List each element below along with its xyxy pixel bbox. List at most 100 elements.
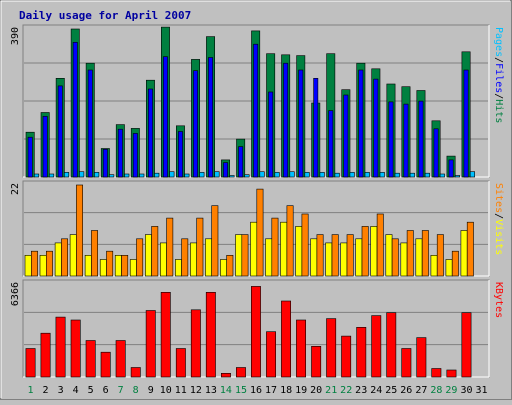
visits-panel: 22 Sites/Visits [10,180,504,277]
visits-bar-sites-day-28 [436,234,444,277]
hits-bar-pages-day-30 [469,171,476,178]
hits-bar-pages-day-4 [79,171,85,178]
visits-bar-visits-day-8 [129,259,137,277]
visits-bar-visits-day-10 [160,242,167,277]
hits-bar-pages-day-18 [289,171,295,178]
x-tick-label-day-1: 1 [27,385,33,396]
hits-bar-files-day-23 [358,69,364,178]
hits-bar-files-day-11 [178,131,183,178]
hits-bar-pages-day-21 [334,172,340,178]
hits-bar-pages-day-7 [124,173,130,178]
hits-bar-pages-day-12 [199,172,205,178]
legend-separator: / [493,213,504,219]
hits-bar-files-day-26 [403,103,409,178]
visits-bar-sites-day-20 [316,234,324,277]
visits-bar-visits-day-18 [280,221,288,277]
visits-bar-visits-day-3 [54,242,62,277]
visits-bar-visits-day-21 [325,242,333,277]
hits-bar-files-day-30 [463,69,469,178]
hits-bar-pages-day-1 [33,173,40,178]
kbytes-bar-kbytes-day-29 [446,369,457,378]
visits-bar-visits-day-12 [190,242,197,277]
kbytes-bar-kbytes-day-9 [145,310,156,378]
legend-hits: Hits [493,99,504,123]
x-tick-label-day-26: 26 [400,385,412,396]
hits-bar-pages-day-17 [274,172,280,178]
visits-bar-sites-day-11 [181,238,189,277]
x-tick-label-day-15: 15 [235,385,247,396]
visits-bar-sites-day-3 [61,238,69,277]
visits-bar-visits-day-17 [265,238,273,277]
visits-bar-sites-day-5 [91,230,99,277]
hits-bar-files-day-10 [163,56,168,178]
x-tick-label-day-28: 28 [430,385,442,396]
visits-bar-sites-day-4 [76,184,84,277]
x-tick-label-day-23: 23 [355,385,367,396]
x-tick-label-day-14: 14 [220,385,232,396]
x-tick-label-day-9: 9 [148,385,154,396]
visits-bar-sites-day-1 [30,250,38,277]
visits-bar-sites-day-18 [286,205,294,277]
kbytes-bar-kbytes-day-1 [25,348,36,378]
legend-separator: / [493,57,504,63]
kbytes-bar-kbytes-day-25 [386,312,397,378]
visits-bar-visits-day-9 [145,234,152,277]
hits-bar-files-day-3 [57,85,63,178]
kbytes-bar-kbytes-day-6 [100,351,111,378]
x-tick-label-day-31: 31 [475,385,487,396]
hits-bar-pages-day-5 [94,172,100,178]
visits-bar-visits-day-11 [175,259,182,277]
kbytes-bar-kbytes-day-21 [326,318,337,378]
visits-bar-sites-day-10 [166,217,174,277]
hits-bar-pages-day-29 [454,175,461,178]
hits-bar-pages-day-10 [169,171,175,178]
hits-bar-files-day-27 [418,100,424,178]
x-tick-label-day-27: 27 [415,385,427,396]
hits-bar-files-day-8 [132,133,138,178]
visits-bar-visits-day-19 [295,226,303,277]
kbytes-bar-kbytes-day-14 [221,372,231,378]
legend-separator: / [493,93,504,99]
hits-bar-pages-day-25 [394,172,400,178]
visits-bar-visits-day-25 [385,234,393,277]
x-tick-label-day-22: 22 [340,385,352,396]
x-tick-label-day-13: 13 [205,385,217,396]
visits-bar-sites-day-24 [376,213,384,277]
kbytes-bar-kbytes-day-7 [115,340,126,378]
hits-bar-files-day-21 [328,110,334,178]
kbytes-bar-kbytes-day-20 [311,345,322,378]
visits-ymax-label: 22 [10,183,21,195]
legend-kbytes: KBytes [493,282,504,318]
hits-bar-pages-day-8 [139,173,145,178]
visits-bar-sites-day-27 [421,230,429,277]
hits-bar-files-day-1 [27,136,33,178]
hits-bar-pages-day-23 [364,172,370,178]
kbytes-bar-kbytes-day-19 [296,319,306,378]
kbytes-bar-kbytes-day-23 [356,326,367,378]
hits-bar-files-day-22 [343,94,349,178]
hits-bar-pages-day-28 [439,173,445,178]
hits-bar-files-day-29 [448,159,454,178]
kbytes-legend: KBytes [493,282,504,318]
kbytes-bar-kbytes-day-12 [190,309,201,378]
visits-bar-visits-day-6 [99,259,107,277]
hits-bar-files-day-13 [208,57,213,178]
x-tick-label-day-18: 18 [280,385,292,396]
visits-bar-visits-day-14 [220,259,227,277]
hits-bar-files-day-18 [283,62,289,178]
hits-bar-files-day-12 [193,70,198,178]
hits-bar-pages-day-14 [229,175,235,178]
x-tick-label-day-8: 8 [133,385,139,396]
hits-bar-pages-day-22 [349,172,355,178]
visits-bar-visits-day-1 [24,255,32,277]
kbytes-bar-kbytes-day-10 [160,291,171,378]
kbytes-bar-kbytes-day-28 [431,368,442,378]
hits-bar-pages-day-6 [109,174,115,178]
visits-bar-sites-day-22 [346,234,354,277]
hits-bar-pages-day-26 [409,172,415,178]
hits-bar-files-day-19 [298,69,304,178]
chart-title: Daily usage for April 2007 [19,9,191,22]
visits-bar-visits-day-16 [250,221,258,277]
x-tick-label-day-29: 29 [445,385,457,396]
visits-bar-visits-day-4 [69,234,77,277]
